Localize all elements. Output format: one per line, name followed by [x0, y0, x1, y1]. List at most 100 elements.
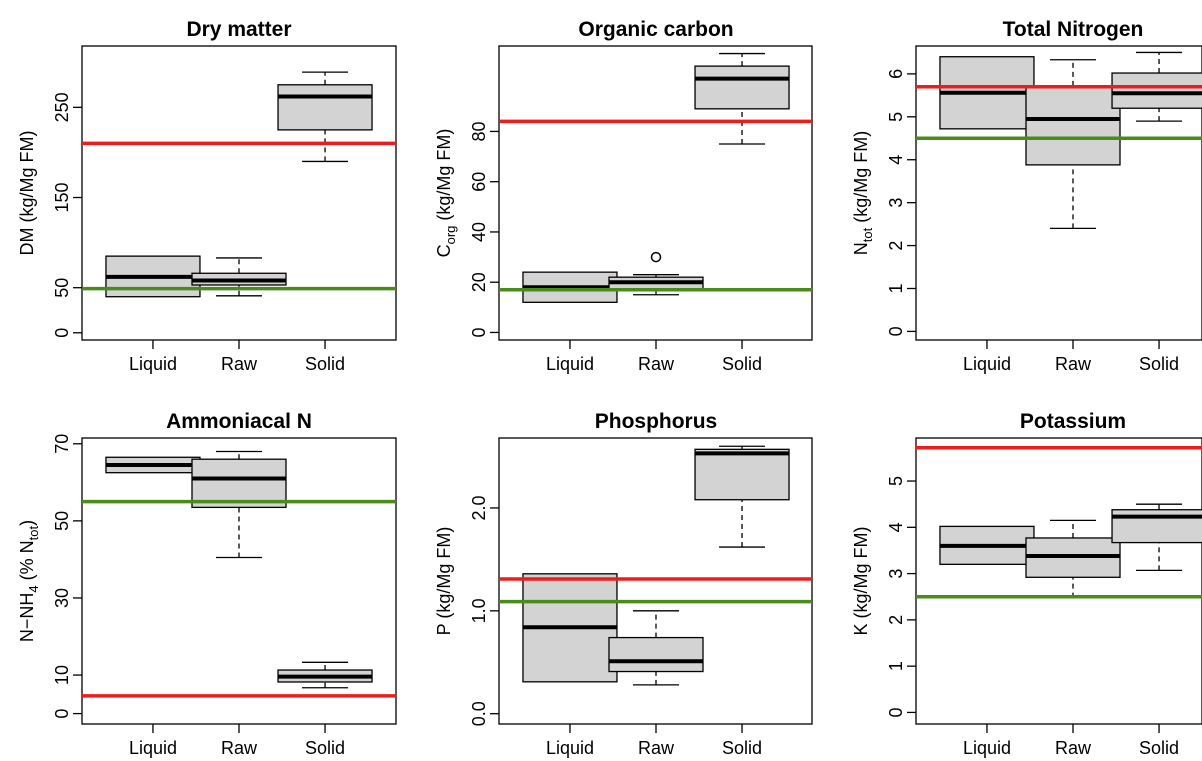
panel-title: Organic carbon	[578, 18, 733, 41]
y-tick-label: 0	[52, 328, 72, 338]
x-tick-label: Liquid	[546, 738, 594, 758]
x-tick-label: Solid	[305, 354, 345, 374]
interquartile-box	[1111, 72, 1202, 109]
y-axis-label: Corg (kg/Mg FM)	[434, 129, 458, 258]
interquartile-box	[1025, 85, 1121, 166]
x-tick-label: Raw	[221, 354, 258, 374]
y-axis-label-base: N−NH	[17, 593, 37, 643]
x-tick-label: Raw	[1055, 354, 1092, 374]
panel-title: Potassium	[1020, 410, 1126, 433]
y-tick-label: 1	[886, 283, 906, 293]
x-tick-label: Solid	[305, 738, 345, 758]
y-axis-label: K (kg/Mg FM)	[851, 526, 871, 635]
box-solid	[694, 445, 790, 548]
y-axis-label-rest: (kg/Mg FM)	[851, 131, 871, 228]
box-solid	[694, 52, 790, 145]
y-axis-label-sub: tot	[860, 227, 875, 242]
x-tick-label: Liquid	[546, 354, 594, 374]
box-solid	[1111, 503, 1202, 572]
y-axis-label-sub: org	[443, 226, 458, 245]
panel-title: Ammoniacal N	[166, 410, 312, 433]
x-tick-label: Solid	[722, 738, 762, 758]
box-raw	[608, 610, 704, 686]
chart-panel-4: Ammoniacal N 0 10 30 50 70 N−NH4 (% Ntot) Liqui…	[17, 410, 397, 758]
y-tick-label: 4	[886, 155, 906, 165]
chart-panel-2: Organic carbon 0 20 40 60 80 Corg (kg/Mg FM) Li…	[434, 18, 813, 374]
y-tick-label: 3	[886, 569, 906, 579]
y-tick-label: 30	[52, 588, 72, 608]
y-axis-label: Ntot (kg/Mg FM)	[851, 131, 875, 255]
panel-title: Dry matter	[186, 18, 291, 41]
plot-frame	[915, 45, 1202, 341]
x-tick-label: Raw	[638, 354, 675, 374]
y-axis-label: P (kg/Mg FM)	[434, 527, 454, 636]
y-tick-label: 2	[886, 241, 906, 251]
x-tick-label: Raw	[638, 738, 675, 758]
chart-panel-6: Potassium 0 1 2 3 4 5 K (kg/Mg FM) Liquid Raw Soli…	[851, 410, 1202, 758]
box-raw	[608, 251, 704, 296]
y-tick-label: 5	[886, 476, 906, 486]
x-tick-label: Liquid	[129, 738, 177, 758]
interquartile-box	[694, 65, 790, 110]
box-liquid	[522, 573, 618, 683]
box-raw	[191, 450, 287, 559]
y-tick-label: 70	[52, 434, 72, 454]
y-axis-label-rest: (% N	[17, 540, 37, 585]
box-solid	[277, 71, 373, 163]
x-tick-label: Liquid	[963, 354, 1011, 374]
y-tick-label: 50	[52, 511, 72, 531]
y-axis-label-base: C	[434, 244, 454, 257]
y-tick-label: 10	[52, 665, 72, 685]
x-tick-label: Solid	[1139, 354, 1179, 374]
y-tick-label: 50	[52, 278, 72, 298]
y-axis-label-text: DM (kg/Mg FM)	[17, 131, 37, 256]
y-tick-label: 2.0	[469, 495, 489, 520]
y-axis-label-text: P (kg/Mg FM)	[434, 527, 454, 636]
y-axis-label: N−NH4 (% Ntot)	[17, 520, 41, 642]
y-tick-label: 60	[469, 172, 489, 192]
x-tick-label: Solid	[1139, 738, 1179, 758]
box-solid	[277, 661, 373, 689]
y-tick-label: 0	[52, 709, 72, 719]
y-tick-label: 0.0	[469, 701, 489, 726]
y-tick-label: 40	[469, 222, 489, 242]
y-axis-label: DM (kg/Mg FM)	[17, 131, 37, 256]
y-tick-label: 20	[469, 272, 489, 292]
panel-title: Total Nitrogen	[1003, 18, 1144, 41]
outlier-point	[650, 251, 662, 263]
box-liquid	[939, 56, 1035, 130]
y-tick-label: 1.0	[469, 598, 489, 623]
box-raw	[1025, 59, 1121, 230]
y-axis-label-text: K (kg/Mg FM)	[851, 526, 871, 635]
interquartile-box	[277, 84, 373, 131]
box-liquid	[522, 271, 618, 303]
y-tick-label: 3	[886, 198, 906, 208]
y-axis-label-rest2: )	[17, 520, 37, 526]
plot-frame	[915, 437, 1202, 725]
panel-title: Phosphorus	[595, 410, 718, 433]
y-tick-label: 1	[886, 661, 906, 671]
chart-panel-3: Total Nitrogen 0 1 2 3 4 5 6 Ntot (kg/Mg FM) Liqu…	[851, 18, 1202, 374]
y-tick-label: 0	[469, 327, 489, 337]
x-tick-label: Raw	[221, 738, 258, 758]
y-axis-label-base: N	[851, 242, 871, 255]
y-axis-label-rest: (kg/Mg FM)	[434, 129, 454, 226]
box-raw	[1025, 519, 1121, 599]
chart-panel-1: Dry matter 0 50 150 250 DM (kg/Mg FM) Liquid Ra…	[17, 18, 397, 374]
y-tick-label: 250	[52, 92, 72, 122]
y-tick-label: 0	[886, 707, 906, 717]
interquartile-box	[608, 636, 704, 673]
interquartile-box	[694, 448, 790, 501]
y-tick-label: 4	[886, 522, 906, 532]
y-tick-label: 150	[52, 182, 72, 212]
interquartile-box	[191, 458, 287, 509]
box-solid	[1111, 51, 1202, 122]
y-tick-label: 80	[469, 121, 489, 141]
y-tick-label: 2	[886, 615, 906, 625]
interquartile-box	[1111, 509, 1202, 544]
y-tick-label: 0	[886, 326, 906, 336]
x-tick-label: Solid	[722, 354, 762, 374]
chart-panel-5: Phosphorus 0.0 1.0 2.0 P (kg/Mg FM) Liquid Raw…	[434, 410, 813, 758]
y-tick-label: 6	[886, 69, 906, 79]
